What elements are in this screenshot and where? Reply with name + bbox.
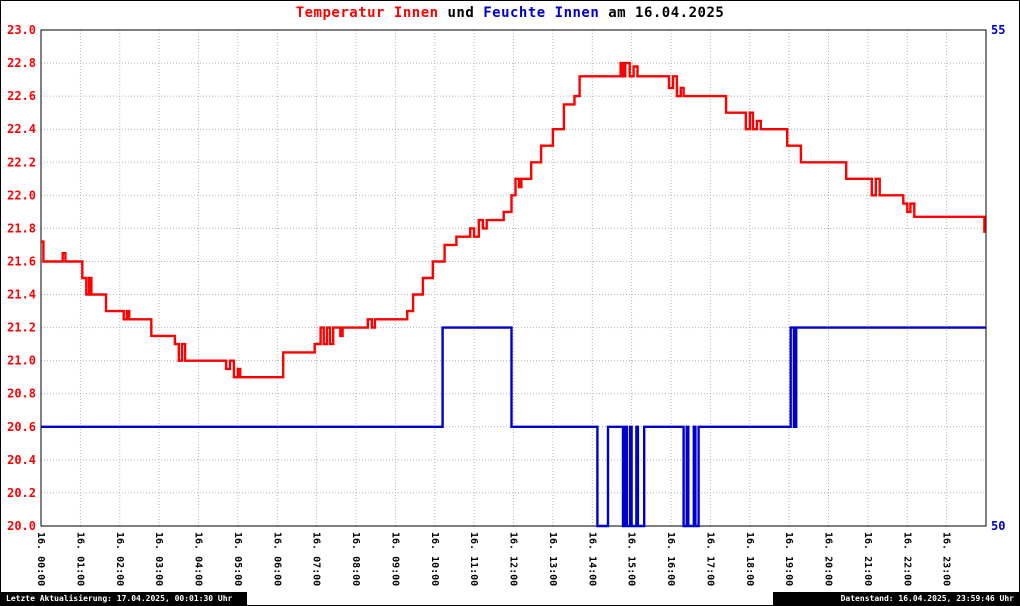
x-axis-tick-label: 16. 10:00 bbox=[429, 532, 440, 586]
x-axis-tick-label: 16. 01:00 bbox=[74, 532, 85, 586]
left-axis-tick-label: 20.6 bbox=[7, 420, 36, 434]
x-axis-tick-label: 16. 03:00 bbox=[153, 532, 164, 586]
x-axis-tick-label: 16. 07:00 bbox=[311, 532, 322, 586]
chart-title: Temperatur Innen und Feuchte Innen am 16… bbox=[1, 5, 1019, 21]
temperature-series bbox=[41, 61, 986, 379]
left-axis-tick-label: 20.2 bbox=[7, 486, 36, 500]
x-axis-tick-label: 16. 04:00 bbox=[193, 532, 204, 586]
title-date: am 16.04.2025 bbox=[608, 5, 725, 21]
left-axis-tick-label: 22.4 bbox=[7, 122, 36, 136]
title-humidity-label: Feuchte Innen bbox=[483, 5, 600, 21]
left-axis-tick-label: 22.8 bbox=[7, 56, 36, 70]
title-connector: und bbox=[447, 5, 475, 21]
x-axis-tick-label: 16. 22:00 bbox=[901, 532, 912, 586]
x-axis-tick-label: 16. 16:00 bbox=[665, 532, 676, 586]
right-axis-tick-label: 55 bbox=[991, 23, 1005, 37]
humidity-series bbox=[41, 326, 986, 528]
x-axis-tick-label: 16. 19:00 bbox=[783, 532, 794, 586]
right-axis-tick-label: 50 bbox=[991, 519, 1005, 533]
x-axis-tick-label: 16. 05:00 bbox=[232, 532, 243, 586]
left-axis-tick-label: 21.2 bbox=[7, 321, 36, 335]
x-axis-tick-label: 16. 13:00 bbox=[547, 532, 558, 586]
left-axis-tick-label: 20.8 bbox=[7, 387, 36, 401]
x-axis-tick-label: 16. 20:00 bbox=[823, 532, 834, 586]
left-axis-tick-label: 22.6 bbox=[7, 89, 36, 103]
left-axis-tick-label: 21.6 bbox=[7, 255, 36, 269]
x-axis-tick-label: 16. 17:00 bbox=[704, 532, 715, 586]
title-temperature-label: Temperatur Innen bbox=[295, 5, 439, 21]
left-axis-tick-label: 20.4 bbox=[7, 453, 36, 467]
left-axis-tick-label: 21.8 bbox=[7, 221, 36, 235]
x-axis-tick-label: 16. 02:00 bbox=[114, 532, 125, 586]
x-axis-tick-label: 16. 09:00 bbox=[389, 532, 400, 586]
left-axis-tick-label: 23.0 bbox=[7, 23, 36, 37]
x-axis-tick-label: 16. 08:00 bbox=[350, 532, 361, 586]
left-axis-tick-label: 21.4 bbox=[7, 288, 36, 302]
last-update-bar: Letzte Aktualisierung: 17.04.2025, 00:01… bbox=[1, 592, 247, 605]
left-axis-tick-label: 22.2 bbox=[7, 155, 36, 169]
x-axis-tick-label: 16. 18:00 bbox=[744, 532, 755, 586]
plot-border bbox=[40, 29, 987, 527]
left-axis-tick-label: 21.0 bbox=[7, 354, 36, 368]
x-axis-tick-label: 16. 12:00 bbox=[508, 532, 519, 586]
x-axis-tick-label: 16. 11:00 bbox=[468, 532, 479, 586]
x-axis-tick-label: 16. 14:00 bbox=[586, 532, 597, 586]
x-axis-tick-label: 16. 00:00 bbox=[35, 532, 46, 586]
x-axis-tick-label: 16. 21:00 bbox=[862, 532, 873, 586]
x-axis-tick-label: 16. 15:00 bbox=[626, 532, 637, 586]
left-axis-tick-label: 22.0 bbox=[7, 188, 36, 202]
x-axis-tick-label: 16. 23:00 bbox=[941, 532, 952, 586]
data-timestamp-bar: Datenstand: 16.04.2025, 23:59:46 Uhr bbox=[773, 592, 1019, 605]
x-axis-tick-label: 16. 06:00 bbox=[271, 532, 282, 586]
left-axis-tick-label: 20.0 bbox=[7, 519, 36, 533]
